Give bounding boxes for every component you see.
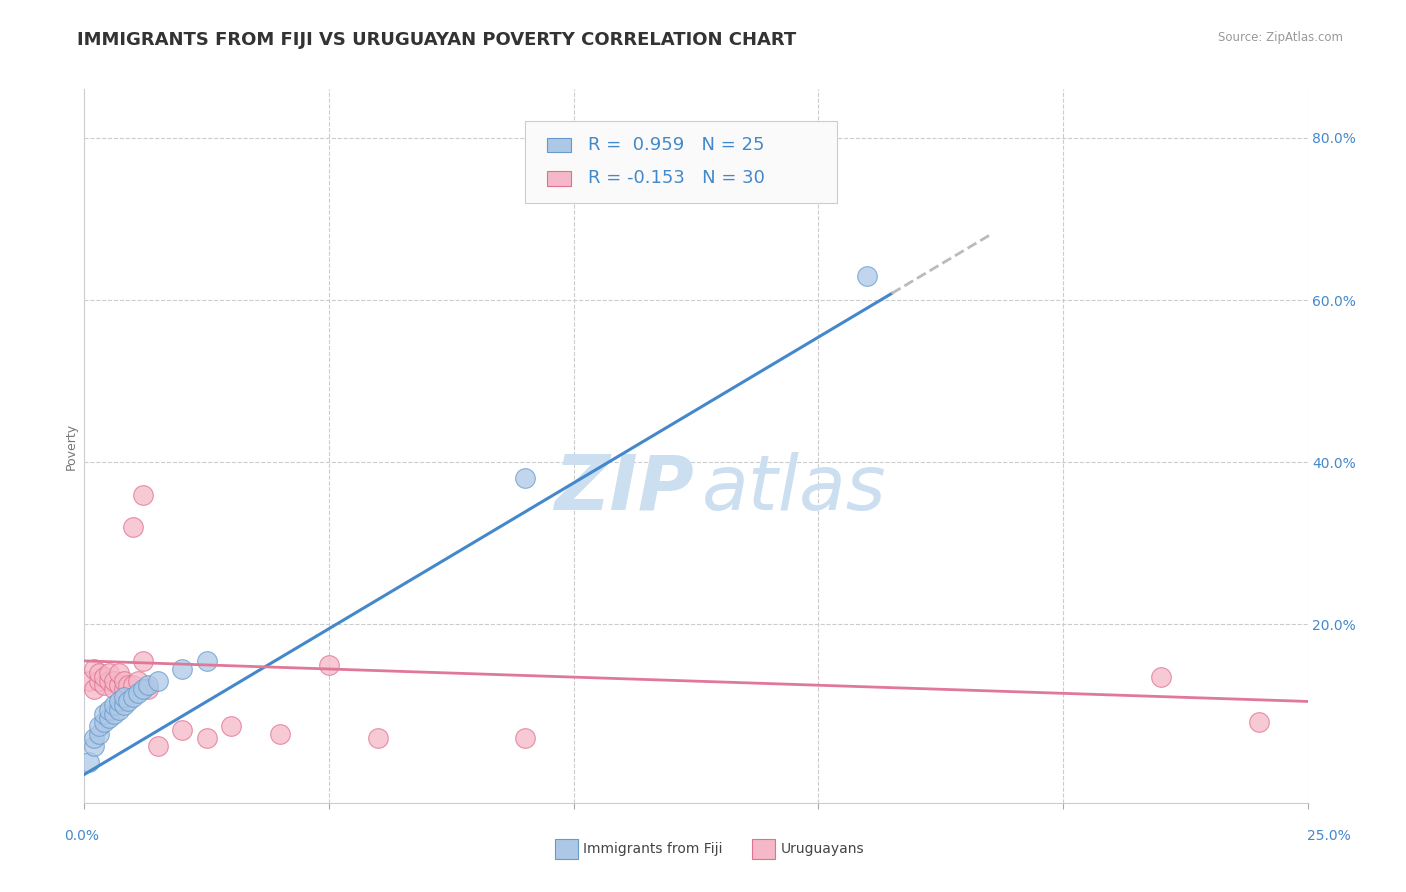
Point <box>127 686 149 700</box>
Point <box>77 674 100 689</box>
Point <box>93 678 115 692</box>
Text: 0.0%: 0.0% <box>65 829 98 843</box>
Point <box>77 756 100 770</box>
Point <box>87 666 110 681</box>
Point <box>172 723 194 737</box>
Point <box>219 719 242 733</box>
Point <box>103 698 125 713</box>
Point <box>83 731 105 745</box>
Point <box>122 690 145 705</box>
Point <box>127 674 149 689</box>
Point <box>146 739 169 753</box>
Point <box>195 654 218 668</box>
Point <box>117 694 139 708</box>
Point <box>112 682 135 697</box>
FancyBboxPatch shape <box>547 137 571 152</box>
Point <box>269 727 291 741</box>
Point <box>513 731 536 745</box>
Point <box>97 666 120 681</box>
Point <box>318 657 340 672</box>
Text: R =  0.959   N = 25: R = 0.959 N = 25 <box>588 136 765 153</box>
Point <box>136 682 159 697</box>
Point <box>513 471 536 485</box>
Point <box>122 678 145 692</box>
Point <box>107 678 129 692</box>
Point <box>107 666 129 681</box>
Point <box>1247 714 1270 729</box>
Point <box>97 711 120 725</box>
Point <box>195 731 218 745</box>
Point <box>146 674 169 689</box>
Point <box>103 674 125 689</box>
Point <box>367 731 389 745</box>
Point <box>103 682 125 697</box>
Y-axis label: Poverty: Poverty <box>65 423 77 469</box>
Text: R = -0.153   N = 30: R = -0.153 N = 30 <box>588 169 765 187</box>
Text: Immigrants from Fiji: Immigrants from Fiji <box>583 842 723 856</box>
Point <box>122 520 145 534</box>
Point <box>132 654 155 668</box>
Point <box>97 702 120 716</box>
FancyBboxPatch shape <box>547 171 571 186</box>
Point <box>93 706 115 721</box>
Point <box>103 706 125 721</box>
Point <box>112 698 135 713</box>
Point <box>107 694 129 708</box>
Point <box>87 727 110 741</box>
Point <box>97 674 120 689</box>
FancyBboxPatch shape <box>524 121 837 203</box>
Point <box>1150 670 1173 684</box>
Point <box>117 678 139 692</box>
Text: IMMIGRANTS FROM FIJI VS URUGUAYAN POVERTY CORRELATION CHART: IMMIGRANTS FROM FIJI VS URUGUAYAN POVERT… <box>77 31 797 49</box>
Text: 25.0%: 25.0% <box>1306 829 1351 843</box>
Point <box>93 670 115 684</box>
Point <box>87 719 110 733</box>
Point <box>107 702 129 716</box>
Text: Source: ZipAtlas.com: Source: ZipAtlas.com <box>1218 31 1343 45</box>
Point <box>83 739 105 753</box>
Point <box>136 678 159 692</box>
Point <box>83 662 105 676</box>
Point <box>172 662 194 676</box>
Text: Uruguayans: Uruguayans <box>780 842 863 856</box>
Point <box>112 674 135 689</box>
Text: atlas: atlas <box>702 452 887 525</box>
Point <box>132 682 155 697</box>
Point <box>87 674 110 689</box>
Point <box>112 690 135 705</box>
Point <box>856 268 879 283</box>
Point <box>132 488 155 502</box>
Point <box>83 682 105 697</box>
Point <box>93 714 115 729</box>
Text: ZIP: ZIP <box>555 452 695 525</box>
